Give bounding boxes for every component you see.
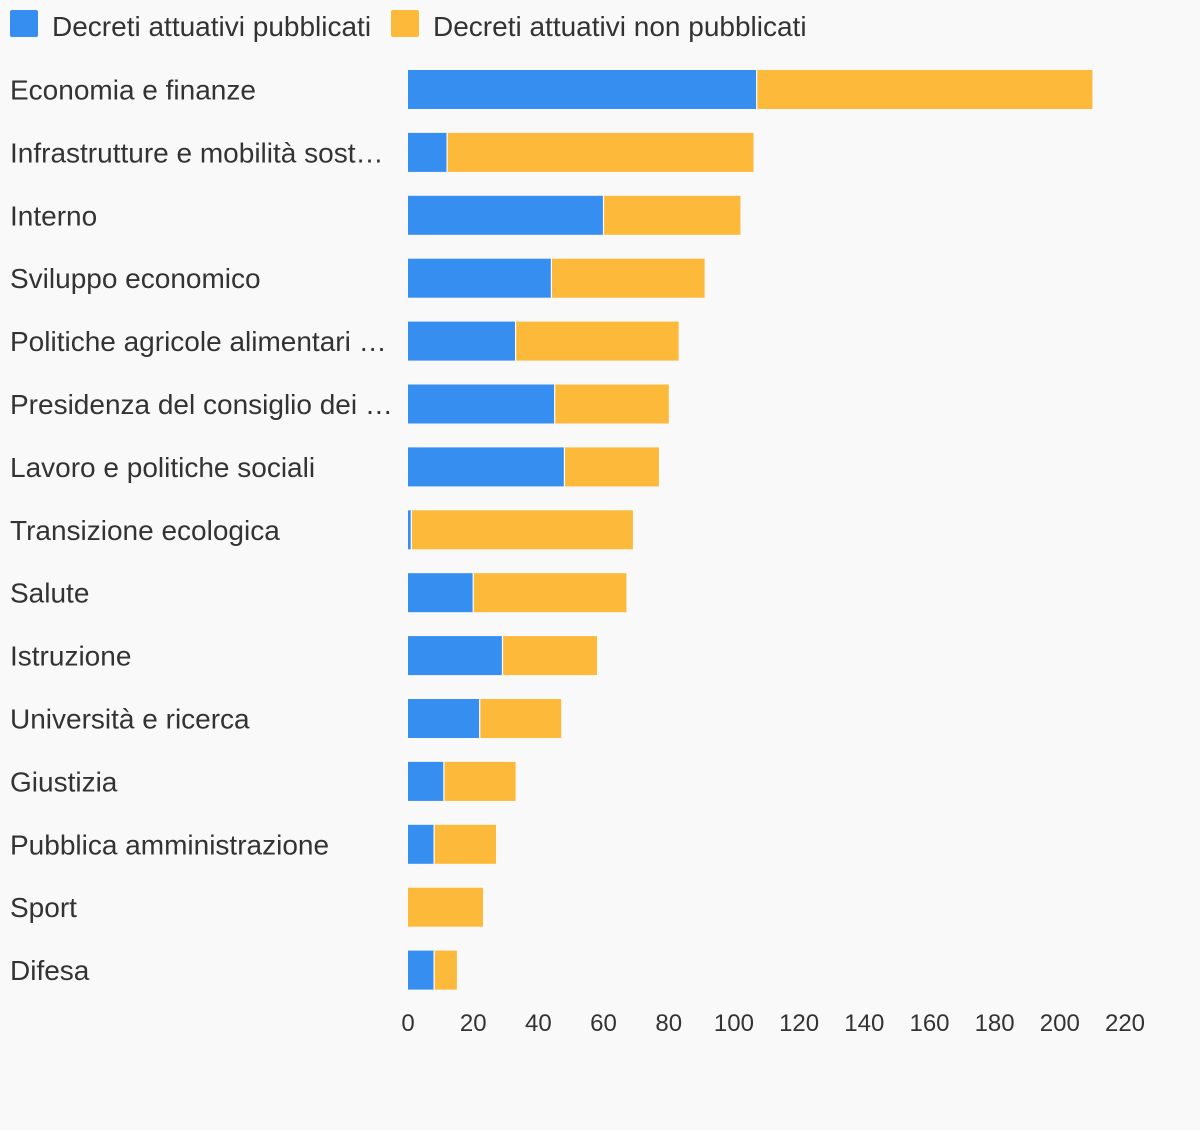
bar-segment-published[interactable] [408, 258, 552, 298]
bar-segment-not-published[interactable] [408, 887, 483, 927]
bar-segment-published[interactable] [408, 761, 444, 801]
category-label: Pubblica amministrazione [10, 829, 329, 860]
bar-segment-published[interactable] [408, 699, 480, 738]
bar-segment-published[interactable] [408, 384, 555, 424]
category-label: Infrastrutture e mobilità sost… [10, 137, 383, 168]
bar-segment-published[interactable] [408, 510, 412, 550]
legend-swatch-published [10, 10, 38, 37]
legend-label-not-published: Decreti attuativi non pubblicati [433, 11, 807, 42]
legend-label-published: Decreti attuativi pubblicati [52, 11, 371, 42]
x-tick-label: 120 [779, 1010, 819, 1037]
bar-segment-not-published[interactable] [564, 447, 659, 487]
x-tick-label: 40 [525, 1010, 552, 1037]
bar-segment-not-published[interactable] [502, 636, 598, 676]
x-tick-label: 0 [401, 1010, 414, 1037]
bar-segment-not-published[interactable] [411, 510, 633, 550]
category-label: Giustizia [10, 766, 118, 797]
bar-segment-not-published[interactable] [603, 195, 741, 235]
bar-segment-not-published[interactable] [515, 321, 679, 361]
bar-segment-not-published[interactable] [473, 573, 627, 613]
legend-item-not-published[interactable]: Decreti attuativi non pubblicati [391, 10, 807, 42]
x-tick-label: 220 [1105, 1010, 1145, 1037]
category-label: Sviluppo economico [10, 263, 261, 294]
bar-segment-published[interactable] [408, 132, 448, 172]
bar-segment-published[interactable] [408, 321, 516, 361]
bar-segment-published[interactable] [408, 636, 503, 676]
bar-segment-not-published[interactable] [447, 132, 754, 172]
bar-segment-published[interactable] [408, 573, 474, 613]
x-tick-label: 180 [975, 1010, 1015, 1037]
category-label: Presidenza del consiglio dei … [10, 389, 393, 420]
x-tick-label: 80 [655, 1010, 682, 1037]
bar-segment-published[interactable] [408, 824, 435, 864]
legend: Decreti attuativi pubblicati Decreti att… [10, 10, 807, 42]
x-tick-label: 60 [590, 1010, 617, 1037]
bar-segment-not-published[interactable] [551, 258, 705, 298]
bar-segment-not-published[interactable] [443, 761, 516, 801]
bar-segment-not-published[interactable] [434, 824, 496, 864]
x-axis: 0 20 40 60 80 100 120 140 160 180 200 220 [401, 1010, 1145, 1037]
bar-segment-published[interactable] [408, 447, 565, 487]
category-label: Istruzione [10, 641, 131, 672]
x-tick-label: 100 [714, 1010, 754, 1037]
bar-segment-published[interactable] [408, 950, 435, 990]
x-tick-label: 160 [909, 1010, 949, 1037]
legend-item-published[interactable]: Decreti attuativi pubblicati [10, 10, 371, 42]
x-tick-label: 20 [460, 1010, 487, 1037]
category-label: Politiche agricole alimentari … [10, 326, 387, 357]
bar-segment-published[interactable] [408, 195, 604, 235]
category-label: Interno [10, 200, 97, 231]
x-tick-label: 140 [844, 1010, 884, 1037]
bar-segment-not-published[interactable] [479, 699, 562, 738]
x-tick-label: 200 [1040, 1010, 1080, 1037]
bar-segment-published[interactable] [408, 70, 757, 109]
bar-segment-not-published[interactable] [756, 70, 1093, 109]
bar-segment-not-published[interactable] [434, 950, 457, 990]
bar-segment-not-published[interactable] [554, 384, 669, 424]
category-label: Economia e finanze [10, 75, 256, 106]
category-label: Università e ricerca [10, 704, 250, 735]
legend-swatch-not-published [391, 10, 419, 37]
category-label: Salute [10, 578, 89, 609]
category-label: Lavoro e politiche sociali [10, 452, 315, 483]
category-label: Sport [10, 892, 77, 923]
category-label: Difesa [10, 955, 90, 986]
category-label: Transizione ecologica [10, 515, 280, 546]
bars [408, 70, 1093, 990]
category-labels: Economia e finanze Infrastrutture e mobil… [10, 75, 393, 987]
